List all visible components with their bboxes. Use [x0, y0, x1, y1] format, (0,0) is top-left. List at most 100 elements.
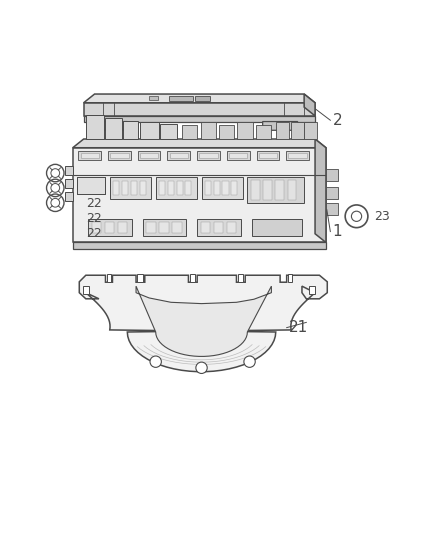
Bar [81, 152, 99, 158]
Bar [77, 177, 106, 195]
Bar [77, 177, 106, 195]
Bar [288, 274, 292, 282]
Text: 22: 22 [86, 227, 102, 240]
Bar [160, 124, 177, 139]
Bar [131, 181, 137, 195]
Bar [170, 152, 188, 158]
Bar [140, 152, 158, 158]
Bar [304, 123, 317, 139]
Bar [110, 177, 151, 199]
Bar [123, 120, 138, 139]
Bar [155, 177, 197, 199]
Polygon shape [73, 148, 326, 243]
Bar [107, 274, 111, 282]
Text: 1: 1 [332, 224, 342, 239]
Bar [291, 123, 304, 139]
Polygon shape [99, 122, 127, 130]
Bar [286, 151, 309, 159]
Bar [159, 181, 165, 195]
Bar [201, 122, 216, 139]
Bar [105, 222, 114, 233]
Polygon shape [84, 103, 315, 116]
Bar [122, 181, 128, 195]
Bar [195, 96, 210, 101]
Bar [223, 181, 229, 195]
Bar [78, 151, 101, 159]
Bar [108, 151, 131, 159]
Bar [168, 181, 174, 195]
Bar [257, 151, 279, 159]
Bar [251, 181, 260, 200]
Bar [169, 96, 193, 101]
Text: 21: 21 [289, 320, 308, 335]
Bar [309, 286, 315, 294]
Bar [177, 181, 183, 195]
Bar [86, 115, 104, 139]
Bar [106, 118, 122, 139]
Bar [288, 181, 296, 200]
Bar [182, 125, 197, 139]
Bar [259, 152, 277, 158]
Polygon shape [65, 166, 73, 175]
Bar [110, 152, 129, 158]
Polygon shape [65, 192, 73, 201]
Bar [247, 177, 304, 203]
Text: 22: 22 [86, 212, 102, 225]
Bar [118, 222, 127, 233]
Bar [88, 220, 132, 236]
Bar [326, 169, 338, 181]
Bar [77, 177, 106, 195]
Bar [140, 181, 146, 195]
Bar [197, 151, 220, 159]
Bar [326, 187, 338, 199]
Circle shape [150, 356, 161, 367]
Bar [199, 152, 218, 158]
Bar [231, 181, 237, 195]
Bar [219, 125, 234, 139]
Bar [146, 222, 155, 233]
Polygon shape [65, 179, 73, 188]
Bar [83, 286, 89, 294]
Bar [214, 181, 220, 195]
Bar [256, 125, 271, 139]
Bar [227, 151, 250, 159]
Bar [227, 222, 237, 233]
Bar [159, 222, 169, 233]
Polygon shape [84, 116, 315, 122]
Polygon shape [79, 275, 327, 372]
Bar [263, 181, 272, 200]
Circle shape [196, 362, 207, 374]
Bar [214, 222, 223, 233]
Circle shape [244, 356, 255, 367]
Polygon shape [263, 122, 297, 130]
Bar [229, 152, 247, 158]
Bar [113, 181, 120, 195]
Bar [205, 181, 211, 195]
Bar [185, 181, 191, 195]
Text: 22: 22 [86, 197, 102, 209]
Bar [201, 222, 210, 233]
Polygon shape [84, 94, 315, 103]
Polygon shape [304, 94, 315, 116]
Bar [92, 222, 101, 233]
Text: 23: 23 [374, 210, 390, 223]
Bar [252, 220, 302, 236]
Bar [197, 220, 241, 236]
Bar [276, 123, 289, 139]
Bar [237, 122, 253, 139]
Bar [190, 274, 195, 282]
Bar [172, 222, 182, 233]
Bar [276, 181, 284, 200]
Bar [167, 151, 190, 159]
Bar [138, 151, 160, 159]
Polygon shape [136, 286, 272, 357]
Bar [326, 203, 338, 215]
Polygon shape [73, 243, 326, 249]
Bar [138, 274, 143, 282]
Text: 2: 2 [332, 113, 342, 128]
Bar [201, 177, 243, 199]
Bar [288, 152, 307, 158]
Polygon shape [73, 139, 326, 148]
Bar [149, 96, 158, 100]
Bar [143, 220, 186, 236]
